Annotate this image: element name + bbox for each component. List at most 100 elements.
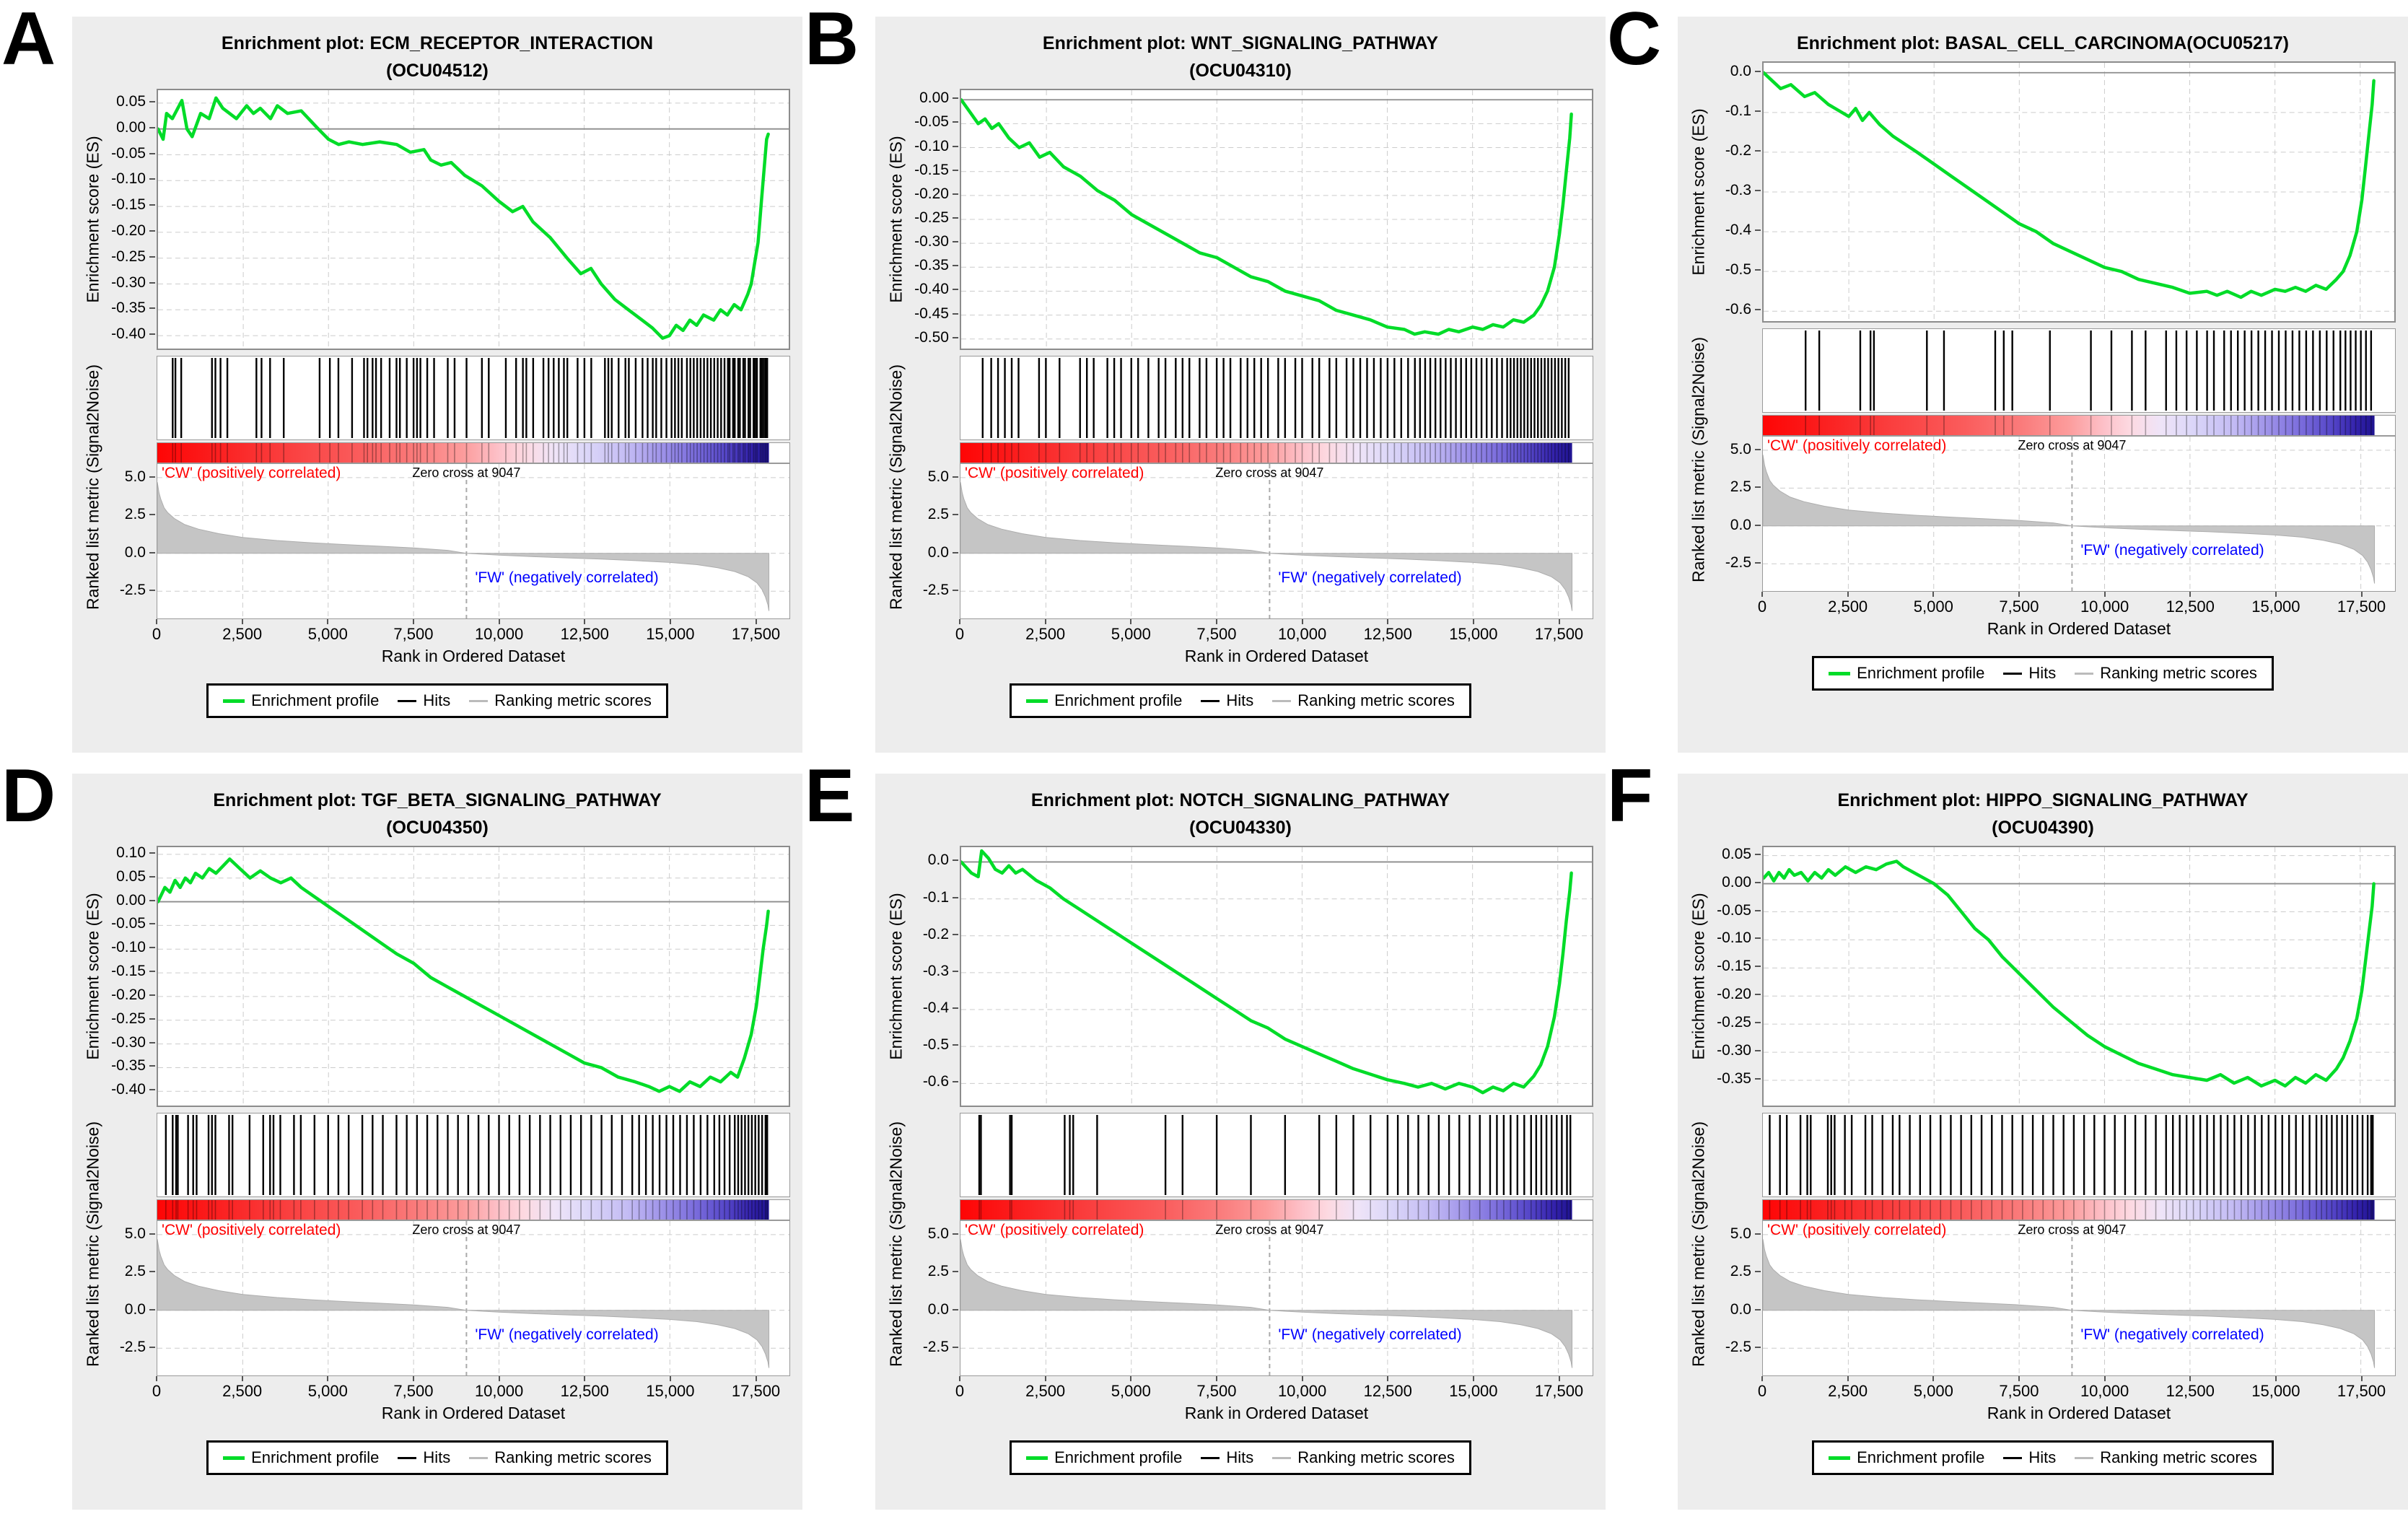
x-tick-mark xyxy=(1932,1376,1935,1381)
ranked-area-path xyxy=(960,1239,1573,1368)
chart-area: Enrichment score (ES) Ranked list metric… xyxy=(84,89,790,666)
x-tick-label: 5,000 xyxy=(1111,625,1151,643)
es-curve-panel xyxy=(157,89,790,350)
ranked-ytick-label: -2.5 xyxy=(1725,554,1761,572)
es-axis-label: Enrichment score (ES) xyxy=(1689,108,1708,276)
es-ytick-label: -0.2 xyxy=(1725,142,1761,159)
plot-title-line1: Enrichment plot: ECM_RECEPTOR_INTERACTIO… xyxy=(221,33,654,53)
es-ytick-label: 0.00 xyxy=(1722,874,1761,891)
ranked-gridlines xyxy=(960,1234,1593,1349)
x-tick-label: 17,500 xyxy=(731,1382,781,1400)
ranked-ytick-label: 5.0 xyxy=(1730,1225,1761,1243)
legend: Enrichment profile Hits Ranking metric s… xyxy=(72,683,802,718)
enrichment-profile-line-swatch xyxy=(1026,699,1048,703)
fw-label: 'FW' (negatively correlated) xyxy=(475,569,659,586)
es-ytick-label: -0.4 xyxy=(923,999,958,1017)
x-tick-mark xyxy=(1130,1376,1132,1381)
cw-label: 'CW' (positively correlated) xyxy=(965,465,1144,481)
ranked-ytick-label: 0.0 xyxy=(928,1301,958,1318)
fw-label: 'FW' (negatively correlated) xyxy=(2080,542,2264,559)
x-tick-mark xyxy=(498,619,500,624)
rank-colorbar xyxy=(157,1199,790,1220)
hit-lines xyxy=(165,1115,769,1195)
es-ytick-label: -0.30 xyxy=(1717,1042,1761,1059)
x-tick-label: 2,500 xyxy=(1828,1382,1868,1400)
ranked-metric-panel: 'CW' (positively correlated) Zero cross … xyxy=(157,1220,790,1376)
colorbar-chart xyxy=(1763,416,2375,435)
colorbar-hit-ticks xyxy=(981,443,1569,463)
es-curve-chart xyxy=(158,90,789,349)
es-ytick-label: -0.25 xyxy=(914,209,958,227)
x-tick-label: 0 xyxy=(955,1382,965,1400)
es-ytick-label: 0.05 xyxy=(116,93,155,110)
x-axis-ticks: 0 2,500 5,000 7,500 10,000 12,500 15,000 17,500 xyxy=(152,1376,790,1402)
es-curve-line xyxy=(158,96,770,340)
es-ytick-label: 0.0 xyxy=(1730,63,1761,80)
es-ytick-label: -0.20 xyxy=(914,185,958,203)
hit-lines xyxy=(981,358,1570,438)
zero-cross-label: Zero cross at 9047 xyxy=(2018,438,2127,452)
es-ytick-label: -0.25 xyxy=(1717,1014,1761,1031)
plot-title-line2: (OCU04350) xyxy=(386,818,489,838)
es-curve-line xyxy=(158,857,770,1093)
es-ytick-label: -0.45 xyxy=(914,305,958,323)
colorbar-chart xyxy=(960,443,1572,463)
es-curve-panel xyxy=(1762,61,2396,323)
es-ytick-label: 0.05 xyxy=(1722,846,1761,863)
ranked-ytick-label: 5.0 xyxy=(125,468,155,486)
x-tick-mark xyxy=(1558,1376,1560,1381)
enrichment-profile-line-swatch xyxy=(1026,1456,1048,1460)
ranking-metric-line-swatch xyxy=(469,1456,489,1459)
legend-label: Enrichment profile xyxy=(251,691,380,709)
es-ytick-label: 0.10 xyxy=(116,844,155,862)
hits-chart xyxy=(978,1115,1572,1195)
x-tick-label: 0 xyxy=(152,1382,162,1400)
ranking-metric-line-swatch xyxy=(469,699,489,702)
legend-box: Enrichment profile Hits Ranking metric s… xyxy=(1010,683,1471,718)
x-tick-label: 12,500 xyxy=(1363,1382,1412,1400)
ranked-ytick-label: -2.5 xyxy=(120,1339,155,1356)
ranking-metric-line-swatch xyxy=(1272,699,1292,702)
colorbar-chart xyxy=(1763,1200,2375,1220)
hits-chart xyxy=(172,358,769,438)
legend-label: Enrichment profile xyxy=(1054,691,1183,709)
ranked-ytick-label: 5.0 xyxy=(928,468,958,486)
legend-item-hits: Hits xyxy=(398,1448,450,1467)
x-tick-mark xyxy=(959,1376,960,1381)
enrichment-plot: Enrichment plot: TGF_BETA_SIGNALING_PATH… xyxy=(72,774,802,1510)
x-tick-label: 7,500 xyxy=(393,1382,434,1400)
hits-panel xyxy=(1762,1113,2396,1197)
es-ytick-label: -0.5 xyxy=(923,1036,958,1054)
ranked-metric-chart xyxy=(157,464,789,618)
es-ytick-label: -0.15 xyxy=(1717,958,1761,975)
panel: E Enrichment plot: NOTCH_SIGNALING_PATHW… xyxy=(803,757,1606,1514)
es-curve-panel xyxy=(960,846,1593,1107)
legend-item-enrichment-profile: Enrichment profile xyxy=(1026,691,1182,710)
ranked-gridlines xyxy=(960,477,1593,592)
x-tick-mark xyxy=(669,1376,671,1381)
plot-title-line2: (OCU04390) xyxy=(1992,818,2094,838)
legend-box: Enrichment profile Hits Ranking metric s… xyxy=(206,683,668,718)
es-ytick-label: -0.20 xyxy=(111,986,155,1004)
x-tick-mark xyxy=(1472,619,1474,624)
colorbar-gradient-rect xyxy=(1763,1200,2375,1220)
es-ytick-label: 0.00 xyxy=(116,119,155,136)
ranked-area-path xyxy=(960,482,1573,611)
vertical-gridlines xyxy=(1847,1221,2362,1375)
es-ytick-label: -0.40 xyxy=(111,325,155,343)
hits-panel xyxy=(157,356,790,440)
cw-label: 'CW' (positively correlated) xyxy=(1767,1222,1947,1238)
es-ytick-label: -0.40 xyxy=(914,281,958,298)
x-tick-label: 2,500 xyxy=(1025,625,1066,643)
legend-label: Enrichment profile xyxy=(251,1448,380,1466)
x-tick-mark xyxy=(1558,619,1560,624)
x-tick-mark xyxy=(412,619,414,624)
x-tick-mark xyxy=(959,619,960,624)
fw-label: 'FW' (negatively correlated) xyxy=(1278,1326,1462,1343)
ranked-ytick-label: 0.0 xyxy=(1730,1301,1761,1318)
cw-label: 'CW' (positively correlated) xyxy=(162,465,341,481)
ranking-metric-line-swatch xyxy=(2075,1456,2094,1459)
legend: Enrichment profile Hits Ranking metric s… xyxy=(875,683,1606,718)
ranked-area-path xyxy=(1763,455,2376,584)
x-tick-label: 15,000 xyxy=(2251,1382,2300,1400)
